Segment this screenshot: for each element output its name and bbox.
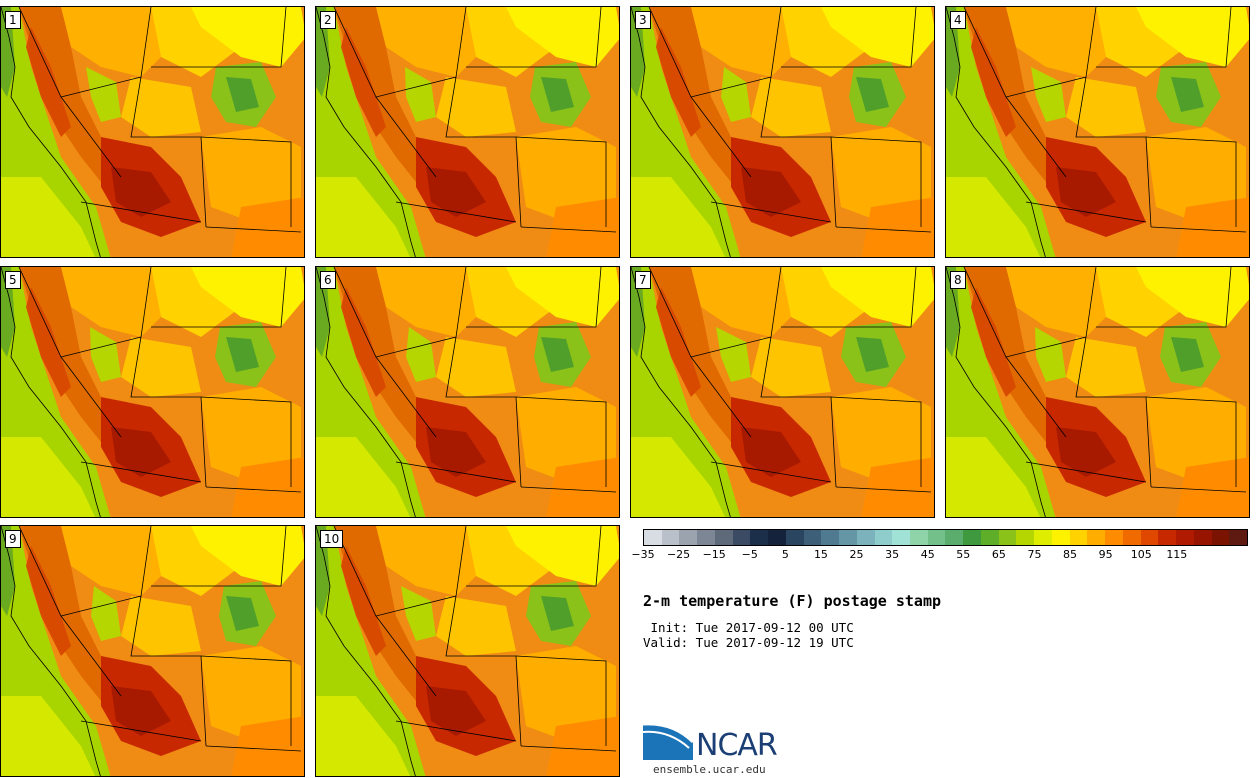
colorbar-segment — [785, 530, 804, 545]
colorbar-segment — [714, 530, 733, 545]
member-number-label: 5 — [5, 271, 21, 289]
temperature-map — [316, 267, 619, 517]
colorbar-segment — [1069, 530, 1088, 545]
valid-time: Valid: Tue 2017-09-12 19 UTC — [643, 635, 854, 650]
temperature-map — [946, 267, 1249, 517]
colorbar-tick-label: −35 — [631, 548, 655, 561]
postage-stamp-map[interactable]: 8 — [945, 266, 1250, 518]
colorbar-segment — [1122, 530, 1141, 545]
temperature-map — [1, 526, 304, 776]
colorbar-tick-label: 35 — [885, 548, 900, 561]
ncar-logo — [643, 722, 695, 760]
colorbar-segment — [1193, 530, 1212, 545]
colorbar-segment — [697, 530, 715, 545]
postage-stamp-map[interactable]: 6 — [315, 266, 620, 518]
postage-stamp-map[interactable]: 4 — [945, 6, 1250, 258]
postage-stamp-map[interactable]: 7 — [630, 266, 935, 518]
colorbar-tick-label: 25 — [849, 548, 864, 561]
colorbar-segment — [910, 530, 928, 545]
colorbar-segment — [1105, 530, 1123, 545]
temperature-map — [946, 7, 1249, 257]
postage-stamp-map[interactable]: 10 — [315, 525, 620, 777]
member-number-label: 4 — [950, 11, 966, 29]
colorbar-tick-label: −5 — [741, 548, 758, 561]
colorbar-segment — [1211, 530, 1230, 545]
colorbar-tick-label: 15 — [813, 548, 828, 561]
postage-stamp-map[interactable]: 3 — [630, 6, 935, 258]
logo-wordmark: NCAR — [696, 728, 778, 763]
colorbar-segment — [892, 530, 911, 545]
colorbar-segment — [1176, 530, 1194, 545]
postage-stamp-map[interactable]: 1 — [0, 6, 305, 258]
colorbar-segment — [750, 530, 769, 545]
member-number-label: 10 — [320, 530, 344, 548]
colorbar-segment — [945, 530, 964, 545]
postage-stamp-map[interactable]: 5 — [0, 266, 305, 518]
logo-url[interactable]: ensemble.ucar.edu — [653, 763, 766, 776]
colorbar-tick-label: −15 — [702, 548, 726, 561]
chart-title: 2-m temperature (F) postage stamp — [643, 592, 942, 610]
init-time: Init: Tue 2017-09-12 00 UTC — [643, 620, 854, 635]
colorbar-segment — [874, 530, 893, 545]
colorbar-segment — [998, 530, 1017, 545]
member-number-label: 3 — [635, 11, 651, 29]
colorbar-tick-label: −25 — [666, 548, 691, 561]
temperature-map — [1, 7, 304, 257]
member-number-label: 9 — [5, 530, 21, 548]
colorbar-segment — [1034, 530, 1052, 545]
colorbar-segment — [980, 530, 999, 545]
postage-stamp-map[interactable]: 9 — [0, 525, 305, 777]
temperature-map — [631, 7, 934, 257]
colorbar-tick-label: 95 — [1098, 548, 1113, 561]
colorbar-segment — [927, 530, 946, 545]
colorbar-segment — [1051, 530, 1070, 545]
member-number-label: 1 — [5, 11, 21, 29]
colorbar-segment — [856, 530, 875, 545]
colorbar-segment — [679, 530, 698, 545]
colorbar-segment — [644, 530, 662, 545]
colorbar-segment — [1087, 530, 1106, 545]
colorbar-segment — [963, 530, 981, 545]
colorbar-segment — [821, 530, 840, 545]
colorbar-segment — [839, 530, 857, 545]
member-number-label: 7 — [635, 271, 651, 289]
colorbar-tick-label: 75 — [1027, 548, 1042, 561]
colorbar-tick-labels: −35 −25 −15 −5 5 15 25 35 45 55 65 75 85 95 105 115 — [631, 548, 1248, 562]
temperature-map — [1, 267, 304, 517]
member-number-label: 8 — [950, 271, 966, 289]
colorbar-tick-label: 55 — [956, 548, 971, 561]
colorbar-segment — [1016, 530, 1035, 545]
colorbar-segment — [1158, 530, 1177, 545]
temperature-map — [316, 526, 619, 776]
colorbar-segment — [661, 530, 680, 545]
colorbar-tick-label: 85 — [1063, 548, 1078, 561]
colorbar-tick-label: 45 — [920, 548, 935, 561]
temperature-map — [631, 267, 934, 517]
postage-stamp-map[interactable]: 2 — [315, 6, 620, 258]
colorbar-segment — [1229, 530, 1247, 545]
colorbar-tick-label: 105 — [1130, 548, 1152, 561]
temperature-colorbar — [643, 529, 1248, 546]
member-number-label: 2 — [320, 11, 336, 29]
colorbar-segment — [1140, 530, 1159, 545]
colorbar-segment — [732, 530, 751, 545]
colorbar-segment — [803, 530, 822, 545]
colorbar-tick-label: 115 — [1166, 548, 1188, 561]
colorbar-tick-label: 65 — [991, 548, 1006, 561]
colorbar-tick-label: 5 — [781, 548, 789, 561]
temperature-map — [316, 7, 619, 257]
colorbar-segment — [768, 530, 786, 545]
member-number-label: 6 — [320, 271, 336, 289]
